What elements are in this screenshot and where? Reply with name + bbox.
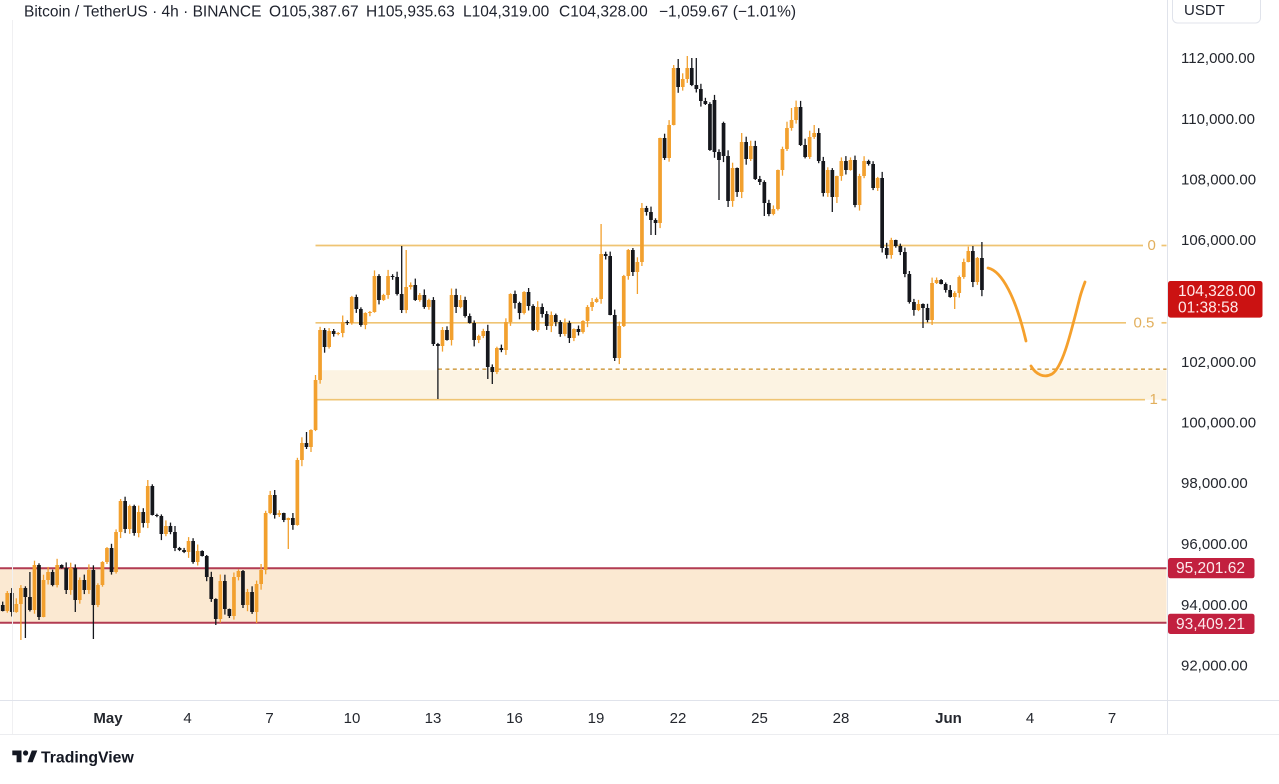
svg-text:98,000.00: 98,000.00 [1181, 475, 1248, 492]
svg-text:95,201.62: 95,201.62 [1176, 560, 1245, 577]
svg-text:1: 1 [1150, 391, 1158, 408]
svg-text:112,000.00: 112,000.00 [1181, 50, 1255, 67]
svg-text:13: 13 [425, 710, 442, 727]
svg-text:Jun: Jun [935, 710, 962, 727]
svg-text:110,000.00: 110,000.00 [1181, 111, 1255, 128]
svg-text:May: May [93, 710, 123, 727]
svg-text:108,000.00: 108,000.00 [1181, 172, 1256, 189]
svg-text:7: 7 [265, 710, 273, 727]
svg-text:TradingView: TradingView [41, 750, 134, 767]
svg-text:C104,328.00: C104,328.00 [559, 4, 648, 21]
svg-text:0.5: 0.5 [1134, 314, 1155, 331]
svg-text:93,409.21: 93,409.21 [1176, 616, 1245, 633]
svg-text:100,000.00: 100,000.00 [1181, 415, 1256, 432]
svg-text:96,000.00: 96,000.00 [1181, 536, 1248, 553]
svg-text:USDT: USDT [1184, 2, 1225, 19]
svg-text:16: 16 [506, 710, 523, 727]
svg-text:25: 25 [751, 710, 768, 727]
svg-text:0: 0 [1148, 237, 1156, 254]
svg-text:O105,387.67: O105,387.67 [269, 4, 359, 21]
svg-text:4: 4 [1026, 710, 1034, 727]
svg-text:106,000.00: 106,000.00 [1181, 232, 1256, 249]
svg-text:−1,059.67 (−1.01%): −1,059.67 (−1.01%) [659, 4, 796, 21]
svg-text:4: 4 [183, 710, 191, 727]
svg-text:Bitcoin / TetherUS · 4h · BINA: Bitcoin / TetherUS · 4h · BINANCE [24, 4, 261, 21]
svg-text:22: 22 [670, 710, 687, 727]
svg-text:10: 10 [344, 710, 361, 727]
svg-text:92,000.00: 92,000.00 [1181, 658, 1248, 675]
svg-text:94,000.00: 94,000.00 [1181, 597, 1248, 614]
svg-text:01:38:58: 01:38:58 [1178, 300, 1238, 317]
svg-text:H105,935.63: H105,935.63 [366, 4, 455, 21]
svg-text:7: 7 [1108, 710, 1116, 727]
svg-text:28: 28 [833, 710, 850, 727]
svg-text:19: 19 [588, 710, 605, 727]
svg-text:104,328.00: 104,328.00 [1178, 283, 1256, 300]
svg-text:102,000.00: 102,000.00 [1181, 354, 1256, 371]
svg-text:L104,319.00: L104,319.00 [463, 4, 550, 21]
